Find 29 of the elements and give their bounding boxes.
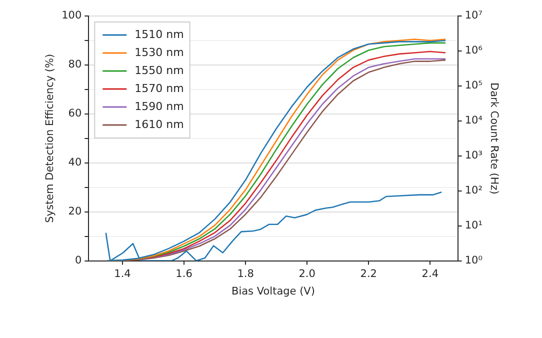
- y2-tick-label: 10⁴: [464, 114, 482, 127]
- legend-label: 1610 nm: [134, 118, 184, 131]
- y2-tick-label: 10²: [464, 184, 482, 197]
- y2-tick-label: 10⁶: [464, 44, 482, 57]
- legend-label: 1570 nm: [134, 82, 184, 95]
- x-tick-label: 2.4: [422, 268, 439, 280]
- x-tick-label: 1.8: [237, 268, 254, 280]
- y2-tick-label: 10⁷: [464, 10, 482, 22]
- y-tick-label: 60: [68, 108, 82, 120]
- y-tick-label: 20: [68, 206, 82, 218]
- y2-tick-label: 10⁰: [464, 254, 482, 267]
- y-tick-label: 40: [68, 156, 82, 169]
- y2-tick-label: 10³: [464, 150, 482, 162]
- y2-tick-label: 10⁵: [464, 80, 482, 92]
- x-tick-label: 1.6: [176, 268, 193, 280]
- legend-label: 1550 nm: [134, 64, 184, 77]
- legend-label: 1510 nm: [134, 28, 184, 41]
- legend-label: 1530 nm: [134, 46, 184, 59]
- y-tick-label: 100: [62, 10, 82, 22]
- x-tick-label: 2.0: [298, 268, 316, 280]
- x-tick-label: 2.2: [360, 268, 377, 280]
- y-tick-label: 80: [68, 58, 82, 71]
- legend-label: 1590 nm: [134, 100, 184, 113]
- y-tick-label: 0: [74, 254, 82, 267]
- x-tick-label: 1.4: [114, 268, 132, 280]
- y2-tick-label: 10¹: [464, 220, 482, 232]
- y2-axis-title: Dark Count Rate (Hz): [488, 82, 500, 194]
- y-axis-title: System Detection Efficiency (%): [44, 54, 56, 223]
- x-axis-title: Bias Voltage (V): [232, 285, 315, 298]
